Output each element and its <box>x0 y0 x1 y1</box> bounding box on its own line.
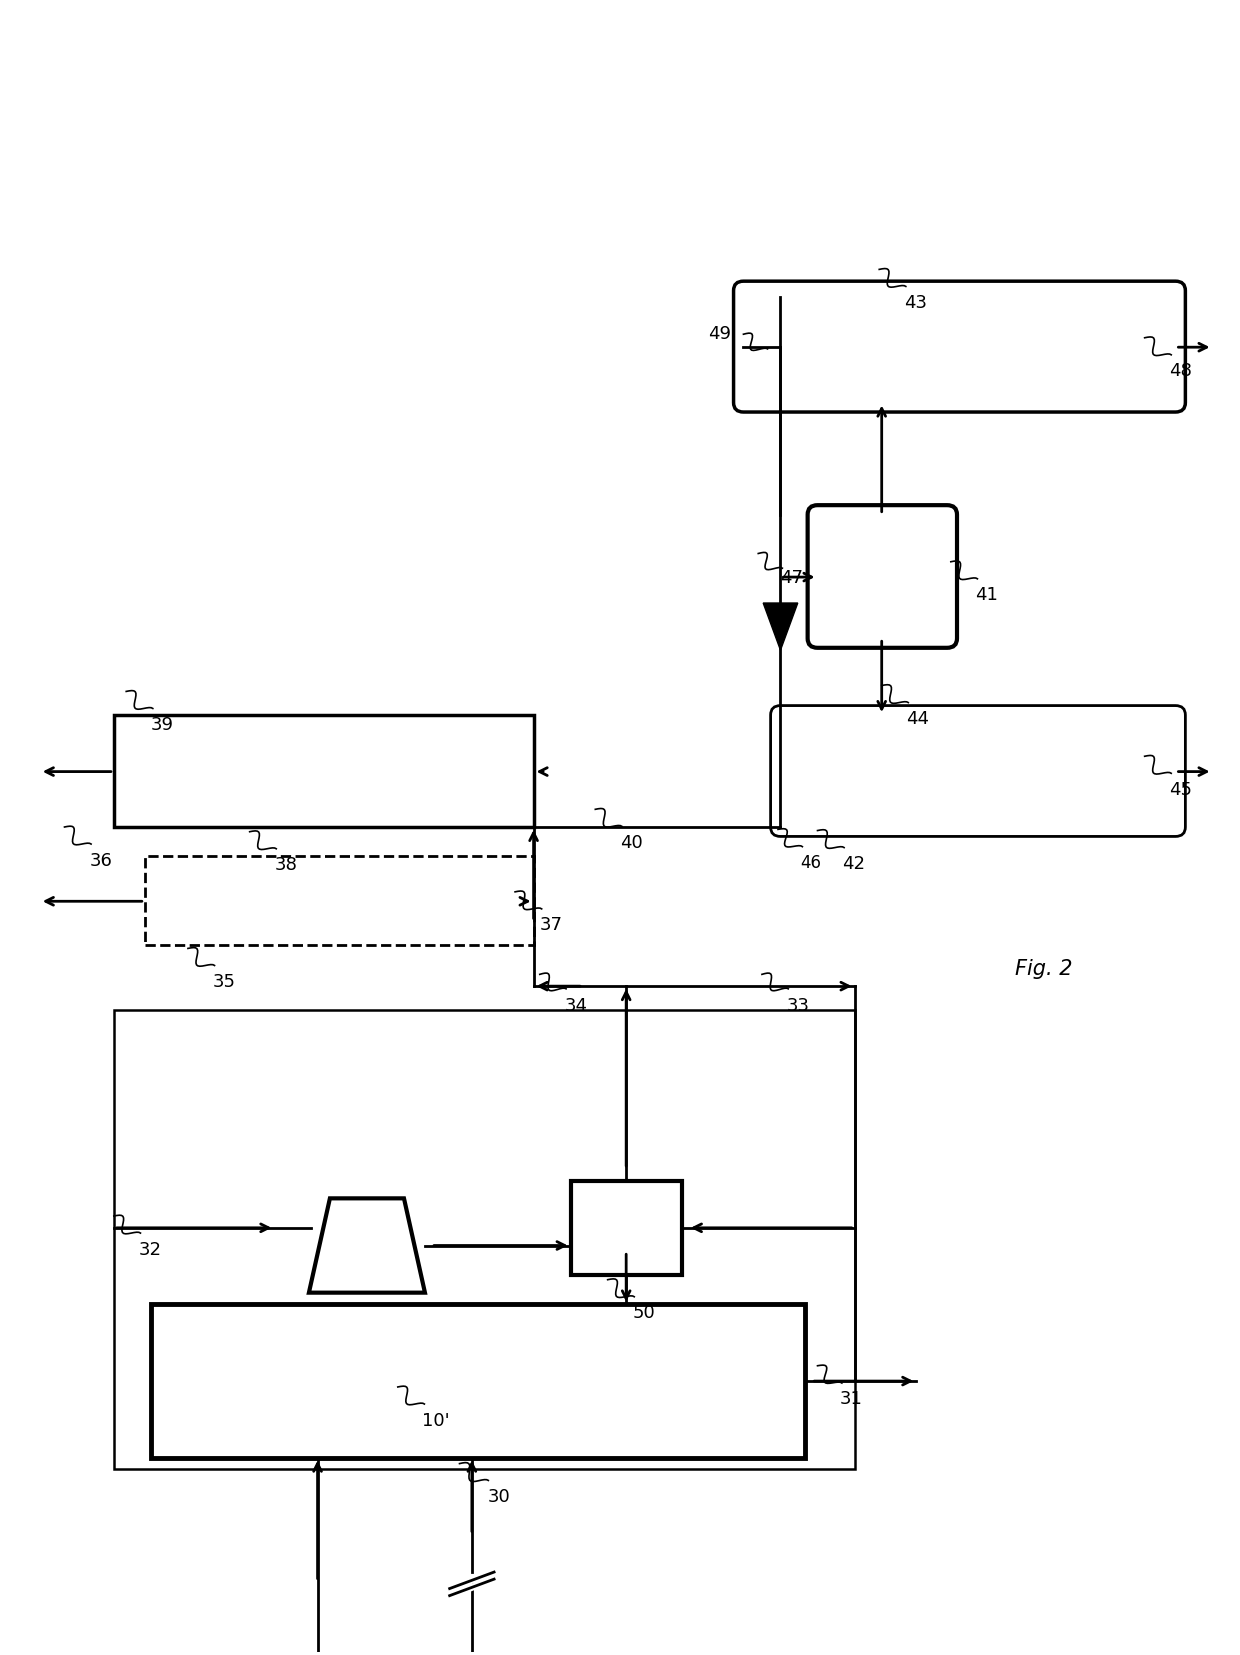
Text: 32: 32 <box>139 1240 161 1258</box>
Text: 37: 37 <box>539 915 563 933</box>
Bar <box>570 1182 682 1276</box>
Text: 30: 30 <box>487 1488 511 1506</box>
Text: 45: 45 <box>1169 781 1193 798</box>
Text: 47: 47 <box>780 569 804 588</box>
Text: 43: 43 <box>904 295 928 311</box>
Text: 34: 34 <box>564 996 588 1015</box>
Text: 36: 36 <box>89 851 112 869</box>
Bar <box>151 1304 805 1458</box>
Text: 41: 41 <box>976 586 998 604</box>
Text: 48: 48 <box>1169 362 1192 381</box>
Polygon shape <box>309 1198 425 1293</box>
Text: 10': 10' <box>423 1410 450 1428</box>
FancyBboxPatch shape <box>770 707 1185 837</box>
Text: 39: 39 <box>151 715 174 733</box>
Text: 40: 40 <box>620 834 642 851</box>
Text: 38: 38 <box>274 856 298 874</box>
Bar <box>114 715 533 828</box>
Bar <box>114 1010 854 1470</box>
Text: 35: 35 <box>212 973 236 990</box>
Text: 50: 50 <box>632 1304 655 1321</box>
Text: 49: 49 <box>708 324 732 343</box>
Text: 46: 46 <box>800 854 821 872</box>
FancyBboxPatch shape <box>807 506 957 649</box>
Polygon shape <box>763 604 797 650</box>
Text: 42: 42 <box>842 854 866 872</box>
Text: 31: 31 <box>839 1390 863 1407</box>
Text: Fig. 2: Fig. 2 <box>1016 958 1073 978</box>
FancyBboxPatch shape <box>734 281 1185 412</box>
Text: 44: 44 <box>906 710 930 728</box>
Bar <box>145 857 533 945</box>
Text: 33: 33 <box>786 996 810 1015</box>
